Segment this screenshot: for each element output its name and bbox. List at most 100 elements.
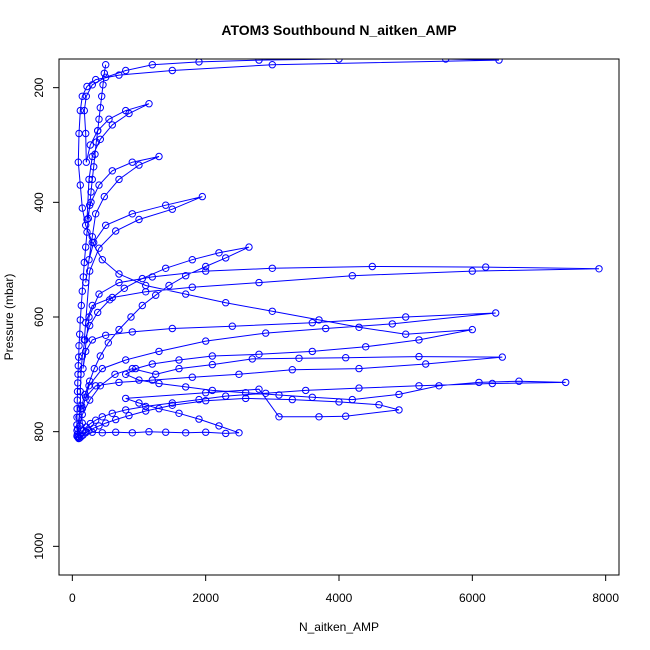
data-point-103 xyxy=(255,59,263,64)
data-point-266 xyxy=(88,175,97,184)
data-point-142 xyxy=(208,386,217,395)
data-point-121 xyxy=(115,270,123,278)
data-point-182 xyxy=(165,281,173,290)
data-point-133 xyxy=(255,350,263,358)
data-point-174 xyxy=(86,377,94,385)
data-point-119 xyxy=(88,238,97,247)
data-point-206 xyxy=(145,428,153,436)
data-point-30 xyxy=(262,329,270,337)
data-point-208 xyxy=(182,429,190,437)
data-point-218 xyxy=(202,389,210,397)
data-point-19 xyxy=(188,373,197,381)
data-point-28 xyxy=(155,347,163,356)
data-point-153 xyxy=(415,382,423,390)
data-point-91 xyxy=(105,115,113,123)
data-point-137 xyxy=(132,364,140,373)
data-point-139 xyxy=(135,376,143,384)
data-point-185 xyxy=(222,254,230,262)
data-point-194 xyxy=(86,321,94,330)
x-tick-label: 0 xyxy=(69,591,76,605)
data-point-140 xyxy=(155,379,163,388)
data-point-21 xyxy=(115,378,123,387)
y-tick-label: 1000 xyxy=(32,533,46,560)
data-point-176 xyxy=(96,352,105,360)
data-point-187 xyxy=(215,249,223,257)
data-point-134 xyxy=(208,352,217,360)
data-point-177 xyxy=(104,339,113,347)
data-point-123 xyxy=(182,290,190,298)
data-point-37 xyxy=(168,324,177,333)
data-point-192 xyxy=(106,296,114,304)
data-point-190 xyxy=(138,274,147,283)
data-point-197 xyxy=(77,370,85,378)
data-point-105 xyxy=(442,59,450,63)
data-point-57 xyxy=(108,293,117,302)
data-point-254 xyxy=(75,342,83,350)
data-point-271 xyxy=(95,115,103,123)
data-point-5 xyxy=(111,370,119,378)
data-point-272 xyxy=(96,104,105,112)
data-point-43 xyxy=(85,313,93,321)
data-point-63 xyxy=(112,227,120,235)
y-tick-label: 800 xyxy=(32,421,46,441)
data-point-258 xyxy=(78,287,87,295)
data-point-207 xyxy=(162,428,170,436)
data-point-223 xyxy=(395,406,403,414)
data-point-112 xyxy=(78,92,87,101)
data-point-264 xyxy=(86,201,94,209)
data-point-270 xyxy=(94,127,102,135)
data-point-69 xyxy=(102,221,110,230)
data-point-62 xyxy=(95,244,103,252)
data-point-9 xyxy=(208,360,217,369)
data-point-232 xyxy=(112,415,120,424)
data-point-118 xyxy=(82,221,90,230)
y-tick-label: 600 xyxy=(32,307,46,327)
data-point-102 xyxy=(195,59,203,66)
data-point-195 xyxy=(81,336,89,344)
data-point-214 xyxy=(175,409,183,417)
series-layer xyxy=(73,59,603,443)
data-point-96 xyxy=(80,106,89,115)
data-point-98 xyxy=(88,81,97,89)
data-point-26 xyxy=(98,364,107,373)
data-point-113 xyxy=(76,106,85,115)
data-point-257 xyxy=(77,301,86,310)
data-point-251 xyxy=(74,370,82,378)
y-tick-label: 200 xyxy=(32,77,46,97)
data-point-183 xyxy=(182,272,190,280)
data-point-100 xyxy=(122,66,130,75)
data-point-81 xyxy=(95,181,103,189)
x-tick-label: 8000 xyxy=(592,591,619,605)
data-point-23 xyxy=(82,393,90,401)
data-point-212 xyxy=(215,422,223,430)
x-axis: 0 2000 4000 6000 8000 xyxy=(69,574,619,605)
data-point-262 xyxy=(83,228,91,236)
data-point-61 xyxy=(86,267,94,275)
data-point-128 xyxy=(402,330,410,338)
data-point-120 xyxy=(98,256,107,264)
data-point-231 xyxy=(125,411,133,420)
data-point-38 xyxy=(128,328,137,336)
data-point-16 xyxy=(355,364,363,373)
data-point-213 xyxy=(195,415,203,423)
data-point-14 xyxy=(498,353,506,361)
data-point-27 xyxy=(122,356,130,364)
data-point-156 xyxy=(262,389,270,397)
x-axis-title: N_aitken_AMP xyxy=(299,620,379,634)
data-point-99 xyxy=(102,73,110,82)
data-point-179 xyxy=(127,313,135,321)
data-point-20 xyxy=(148,376,157,384)
data-point-189 xyxy=(162,264,170,272)
data-point-97 xyxy=(82,92,91,101)
data-point-242 xyxy=(74,433,82,442)
data-point-11 xyxy=(295,354,303,362)
data-point-10 xyxy=(248,355,257,363)
data-point-6 xyxy=(128,364,137,373)
data-point-25 xyxy=(85,382,93,390)
data-point-227 xyxy=(242,394,250,403)
data-point-255 xyxy=(76,330,84,338)
data-point-186 xyxy=(245,243,253,251)
data-point-68 xyxy=(128,210,137,218)
data-point-114 xyxy=(75,129,83,138)
